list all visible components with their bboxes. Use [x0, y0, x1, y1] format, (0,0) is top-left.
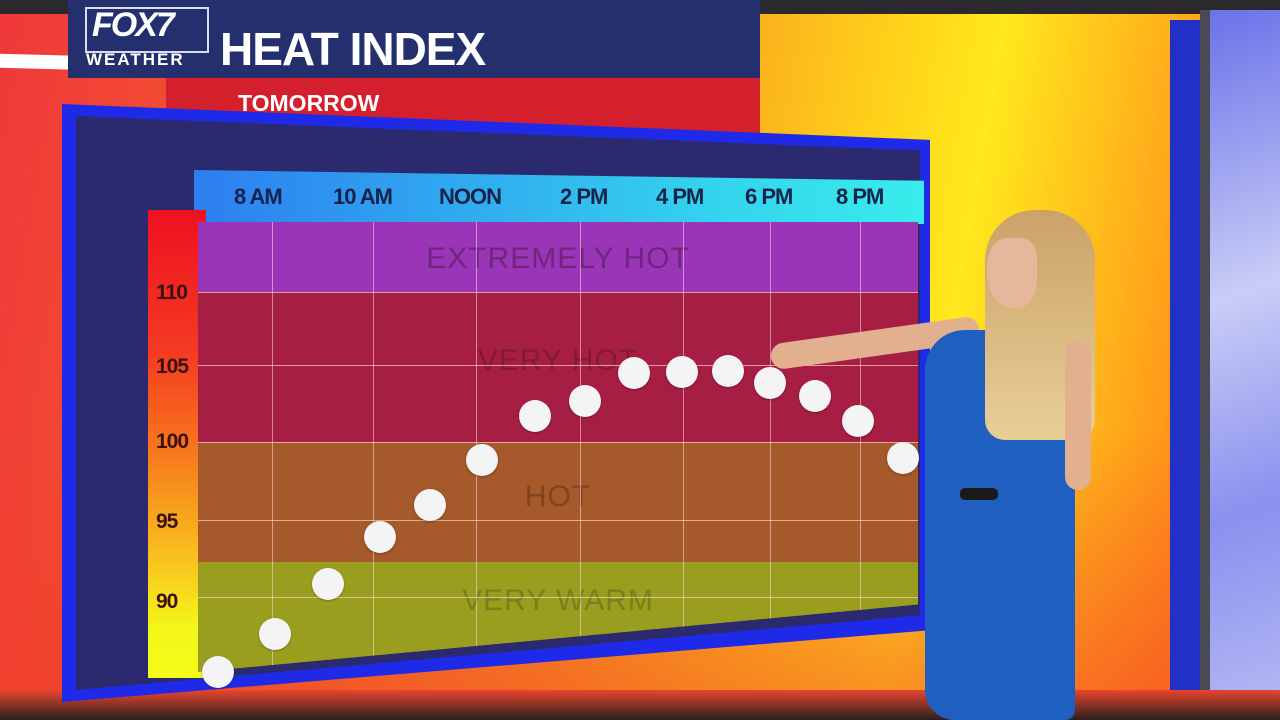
data-point — [519, 400, 551, 432]
gridline-105 — [198, 365, 918, 366]
data-point — [414, 489, 446, 521]
data-point — [312, 568, 344, 600]
data-point — [618, 357, 650, 389]
heat-scale-bar — [148, 210, 206, 678]
gridline-10am — [373, 222, 374, 672]
title-banner — [68, 0, 760, 78]
data-point — [569, 385, 601, 417]
data-point — [754, 367, 786, 399]
face — [987, 238, 1037, 308]
gridline-8am — [272, 222, 273, 672]
fox7-weather-logo: FOX7 WEATHER — [82, 4, 210, 72]
gridline-100 — [198, 442, 918, 443]
time-tick-label: 4 PM — [656, 184, 704, 209]
y-tick-label: 90 — [156, 590, 178, 613]
time-tick-label: 6 PM — [745, 184, 793, 209]
data-point — [466, 444, 498, 476]
gridline-95 — [198, 520, 918, 521]
data-point — [666, 356, 698, 388]
logo-main-text: FOX7 — [92, 6, 175, 44]
y-tick-label: 95 — [156, 510, 178, 533]
time-tick-label: 8 AM — [234, 184, 283, 209]
studio-pillar — [1200, 10, 1210, 720]
page-subtitle: TOMORROW — [238, 90, 380, 116]
data-point — [799, 380, 831, 412]
logo-sub-text: WEATHER — [86, 50, 185, 69]
data-point — [259, 618, 291, 650]
arm — [1065, 340, 1091, 490]
plot-area: EXTREMELY HOT VERY HOT HOT VERY WARM — [198, 222, 918, 672]
zone-label: VERY HOT — [477, 344, 639, 377]
zone-label: EXTREMELY HOT — [426, 242, 690, 275]
data-point — [712, 355, 744, 387]
zone-very-hot: VERY HOT — [198, 292, 918, 442]
time-tick-label: NOON — [439, 184, 502, 209]
zone-label: VERY WARM — [462, 584, 654, 617]
gridline-90 — [198, 597, 918, 598]
gridline-8pm — [860, 222, 861, 672]
y-tick-label: 100 — [156, 430, 189, 453]
zone-hot: HOT — [198, 442, 918, 562]
data-point — [887, 442, 919, 474]
time-tick-label: 10 AM — [333, 184, 393, 209]
zone-label: HOT — [524, 480, 592, 513]
clicker-remote — [960, 488, 998, 500]
data-point — [842, 405, 874, 437]
page-title: HEAT INDEX — [220, 23, 486, 75]
logo-border — [85, 7, 209, 53]
time-tick-label: 8 PM — [836, 184, 884, 209]
gridline-6pm — [770, 222, 771, 672]
gridline-2pm — [580, 222, 581, 672]
zone-extremely-hot: EXTREMELY HOT — [198, 222, 918, 292]
time-axis-bar — [194, 170, 924, 224]
meteorologist — [769, 210, 1125, 720]
data-point — [202, 656, 234, 688]
studio-side-panel — [1210, 10, 1280, 720]
time-tick-label: 2 PM — [560, 184, 608, 209]
y-tick-label: 110 — [156, 281, 188, 304]
y-tick-label: 105 — [156, 355, 189, 378]
gridline-110 — [198, 292, 918, 293]
data-point — [364, 521, 396, 553]
gridline-4pm — [683, 222, 684, 672]
